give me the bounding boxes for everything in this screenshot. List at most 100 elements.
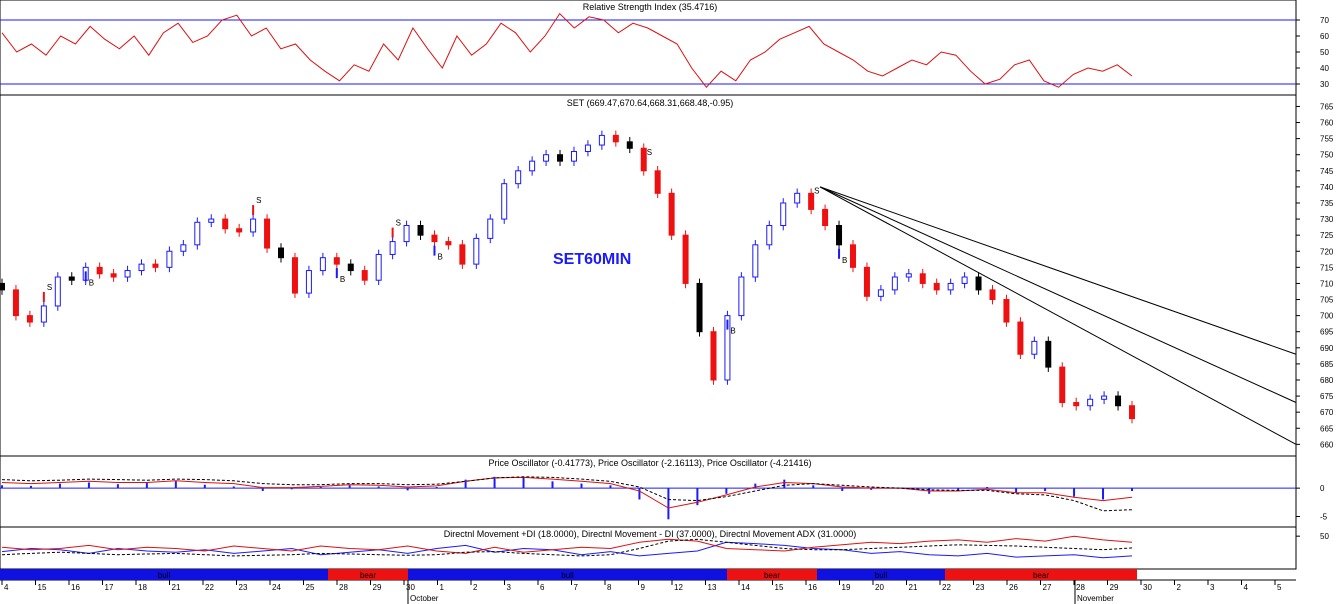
x-tick-label: 5 xyxy=(1277,583,1282,592)
x-tick-label: 25 xyxy=(306,583,315,592)
candle-body xyxy=(780,202,787,227)
candle-body xyxy=(26,315,33,323)
candle-body xyxy=(626,141,633,149)
x-tick-label: 30 xyxy=(406,583,415,592)
x-tick-label: 27 xyxy=(1043,583,1052,592)
x-tick-label: 15 xyxy=(775,583,784,592)
price-y-tick-label: 725 xyxy=(1320,231,1334,240)
candle-body xyxy=(403,225,410,243)
candle-body xyxy=(54,276,61,307)
candle-body xyxy=(1017,321,1024,355)
x-tick-label: 23 xyxy=(239,583,248,592)
trend-band xyxy=(408,569,727,580)
candle-body xyxy=(598,134,605,146)
price-y-tick-label: 750 xyxy=(1320,151,1334,160)
rsi-panel xyxy=(0,0,1297,96)
x-tick-label: 1 xyxy=(440,583,445,592)
candle-body xyxy=(877,289,884,297)
trend-band xyxy=(945,569,1137,580)
candle-body xyxy=(250,218,257,233)
candle-body xyxy=(96,266,103,275)
oscillator-title: Price Oscillator (-0.41773), Price Oscil… xyxy=(489,458,812,468)
signal-label: S xyxy=(647,148,652,157)
candle-body xyxy=(822,208,829,227)
price-y-tick-label: 665 xyxy=(1320,424,1334,433)
candle-body xyxy=(738,276,745,317)
x-tick-label: 2 xyxy=(1177,583,1182,592)
candle-body xyxy=(849,244,856,268)
osc-y-tick-label: 0 xyxy=(1320,484,1325,493)
candle-body xyxy=(361,270,368,281)
adx-line xyxy=(1,538,1133,557)
price-y-tick-label: 710 xyxy=(1320,279,1334,288)
candle-body xyxy=(836,225,843,246)
trend-band xyxy=(817,569,945,580)
candle-body xyxy=(654,170,661,194)
rsi-y-tick-label: 60 xyxy=(1320,32,1329,41)
rsi-series-line xyxy=(1,12,1133,88)
price-y-tick-label: 690 xyxy=(1320,344,1334,353)
candle-body xyxy=(138,263,145,272)
x-tick-label: 22 xyxy=(205,583,214,592)
price-title: SET (669.47,670.64,668.31,668.48,-0.95) xyxy=(567,98,733,108)
candle-body xyxy=(682,234,689,284)
candle-body xyxy=(1059,366,1066,404)
price-y-tick-label: 740 xyxy=(1320,183,1334,192)
x-tick-label: 12 xyxy=(674,583,683,592)
candle-body xyxy=(180,244,187,252)
candle-body xyxy=(278,247,285,259)
candle-body xyxy=(696,282,703,333)
price-y-tick-label: 675 xyxy=(1320,392,1334,401)
oscillator-line xyxy=(1,476,1133,512)
candle-body xyxy=(989,289,996,301)
candle-body xyxy=(515,170,522,185)
candle-body xyxy=(166,250,173,268)
candle-body xyxy=(459,244,466,265)
price-y-tick-label: 715 xyxy=(1320,263,1334,272)
x-tick-label: 29 xyxy=(373,583,382,592)
candle-body xyxy=(863,266,870,297)
price-y-tick-label: 685 xyxy=(1320,360,1334,369)
price-y-tick-label: 700 xyxy=(1320,312,1334,321)
candle-body xyxy=(389,241,396,255)
trendline xyxy=(819,186,1297,355)
symbol-watermark: SET60MIN xyxy=(553,251,631,268)
trendline xyxy=(819,186,1297,445)
candle-body xyxy=(445,241,452,246)
candle-body xyxy=(794,192,801,204)
candle-body xyxy=(124,270,131,278)
candle-body xyxy=(668,192,675,236)
signal-label: S xyxy=(47,283,52,292)
candle-body xyxy=(1101,395,1108,400)
x-tick-label: 4 xyxy=(4,583,9,592)
trend-band xyxy=(0,569,328,580)
signal-label: S xyxy=(814,186,819,195)
candle-body xyxy=(12,289,19,317)
osc-y-tick-label: -5 xyxy=(1320,512,1328,521)
trend-band-label: bull xyxy=(875,571,888,580)
price-y-tick-label: 705 xyxy=(1320,296,1334,305)
candle-body xyxy=(752,244,759,278)
oscillator-line xyxy=(1,476,1133,509)
price-y-tick-label: 680 xyxy=(1320,376,1334,385)
price-y-tick-label: 760 xyxy=(1320,119,1334,128)
x-tick-label: 8 xyxy=(607,583,612,592)
x-tick-label: 30 xyxy=(1143,583,1152,592)
signal-label: B xyxy=(340,275,345,284)
candle-body xyxy=(724,315,731,381)
month-label: November xyxy=(1077,594,1114,603)
candle-body xyxy=(0,282,5,291)
candle-body xyxy=(905,273,912,278)
x-tick-label: 20 xyxy=(875,583,884,592)
candle-body xyxy=(557,154,564,162)
x-tick-label: 22 xyxy=(942,583,951,592)
candle-body xyxy=(333,257,340,265)
rsi-y-tick-label: 30 xyxy=(1320,80,1329,89)
candle-body xyxy=(194,221,201,246)
trend-band xyxy=(727,569,817,580)
signal-label: B xyxy=(842,256,847,265)
candle-body xyxy=(1087,398,1094,407)
x-tick-label: 13 xyxy=(708,583,717,592)
price-y-tick-label: 745 xyxy=(1320,167,1334,176)
